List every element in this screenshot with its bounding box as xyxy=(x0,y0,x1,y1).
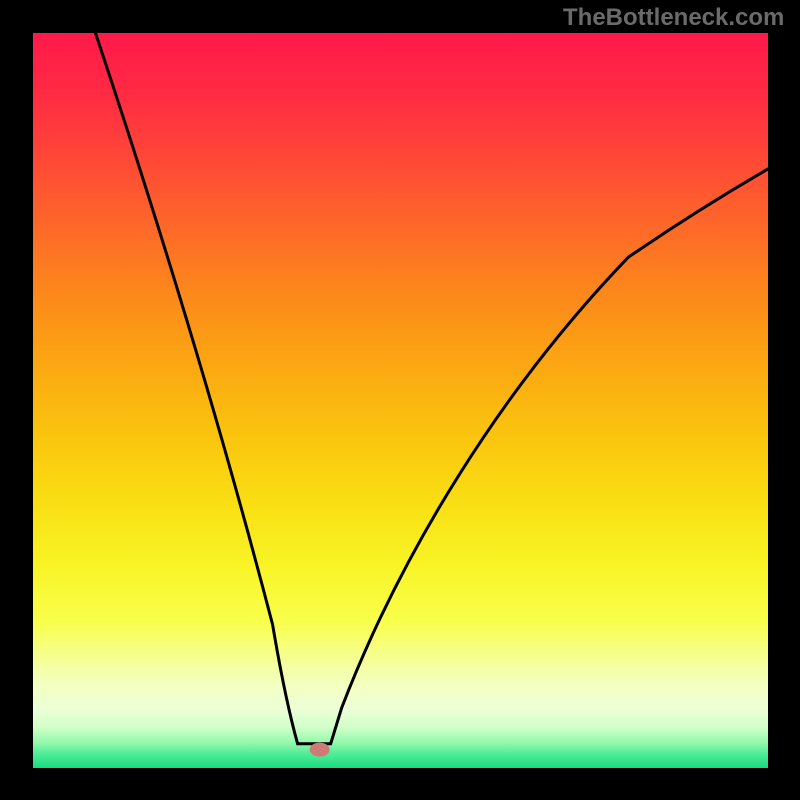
bottleneck-chart xyxy=(0,0,800,800)
plot-gradient-background xyxy=(33,33,768,768)
optimal-point-marker xyxy=(310,743,330,757)
attribution-label: TheBottleneck.com xyxy=(563,4,784,32)
